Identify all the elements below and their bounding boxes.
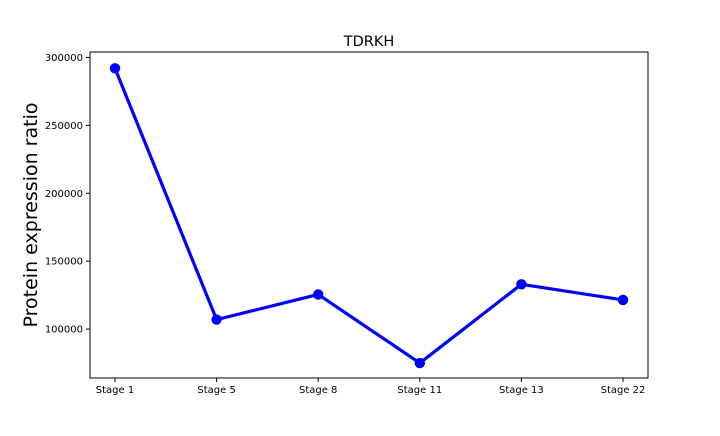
data-point — [516, 279, 527, 290]
x-tick-label: Stage 13 — [499, 385, 544, 396]
x-tick-label: Stage 8 — [299, 385, 337, 396]
y-tick-label: 250000 — [45, 121, 83, 132]
data-point — [211, 314, 222, 325]
series-line — [113, 66, 625, 365]
y-tick-label: 100000 — [45, 325, 83, 336]
data-point — [414, 357, 425, 369]
x-tick-label: Stage 11 — [397, 385, 442, 396]
x-tick-label: Stage 5 — [197, 385, 235, 396]
y-tick-label: 300000 — [45, 53, 83, 64]
chart-title: TDRKH — [343, 34, 395, 50]
y-tick-label: 150000 — [45, 257, 83, 268]
x-tick-label: Stage 22 — [601, 385, 646, 396]
data-point — [617, 294, 629, 306]
x-tick-label: Stage 1 — [96, 385, 134, 396]
y-axis-label: Protein expression ratio — [20, 103, 42, 328]
plot-frame — [89, 51, 649, 379]
data-point — [313, 289, 324, 300]
plot-area: 100000 150000 200000 250000 300000 Stage 1 Sta… — [45, 51, 649, 396]
y-tick-label: 200000 — [45, 189, 83, 200]
data-point — [109, 63, 121, 74]
